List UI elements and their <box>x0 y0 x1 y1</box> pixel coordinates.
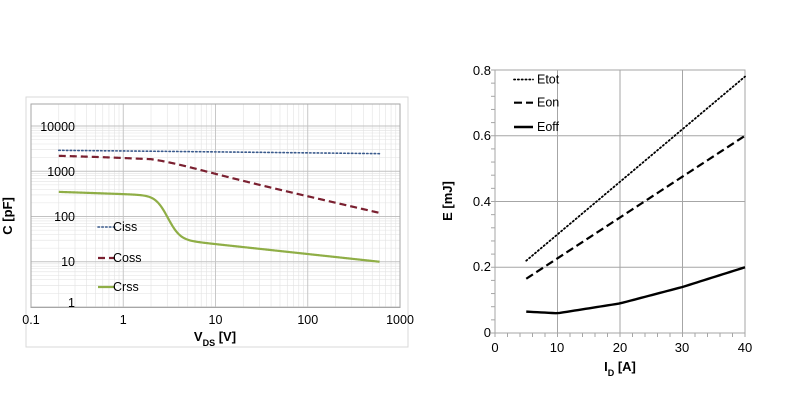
svg-text:10: 10 <box>550 340 564 355</box>
svg-text:0.6: 0.6 <box>473 128 491 143</box>
svg-text:0.8: 0.8 <box>473 63 491 78</box>
svg-text:Crss: Crss <box>113 280 139 294</box>
svg-text:10000: 10000 <box>40 120 75 134</box>
svg-text:1: 1 <box>68 296 75 310</box>
svg-text:20: 20 <box>613 340 627 355</box>
svg-text:Eon: Eon <box>537 96 559 110</box>
svg-text:Coss: Coss <box>113 251 141 265</box>
svg-text:ID [A]: ID [A] <box>604 359 636 378</box>
svg-text:1000: 1000 <box>386 313 414 327</box>
svg-text:10: 10 <box>61 255 75 269</box>
svg-text:VDS [V]: VDS [V] <box>194 329 236 348</box>
svg-text:40: 40 <box>738 340 752 355</box>
svg-text:100: 100 <box>54 210 75 224</box>
svg-text:Etot: Etot <box>537 73 560 87</box>
svg-text:0: 0 <box>491 340 498 355</box>
svg-text:10: 10 <box>209 313 223 327</box>
svg-text:1000: 1000 <box>47 165 75 179</box>
svg-text:C [pF]: C [pF] <box>0 197 15 235</box>
svg-text:Eoff: Eoff <box>537 120 560 134</box>
svg-text:30: 30 <box>675 340 689 355</box>
svg-text:E [mJ]: E [mJ] <box>440 181 455 221</box>
svg-text:0: 0 <box>484 325 491 340</box>
svg-text:Ciss: Ciss <box>113 220 137 234</box>
svg-text:0.2: 0.2 <box>473 259 491 274</box>
svg-text:1: 1 <box>120 313 127 327</box>
svg-text:100: 100 <box>297 313 318 327</box>
svg-text:0.4: 0.4 <box>473 194 491 209</box>
svg-text:0.1: 0.1 <box>22 313 39 327</box>
